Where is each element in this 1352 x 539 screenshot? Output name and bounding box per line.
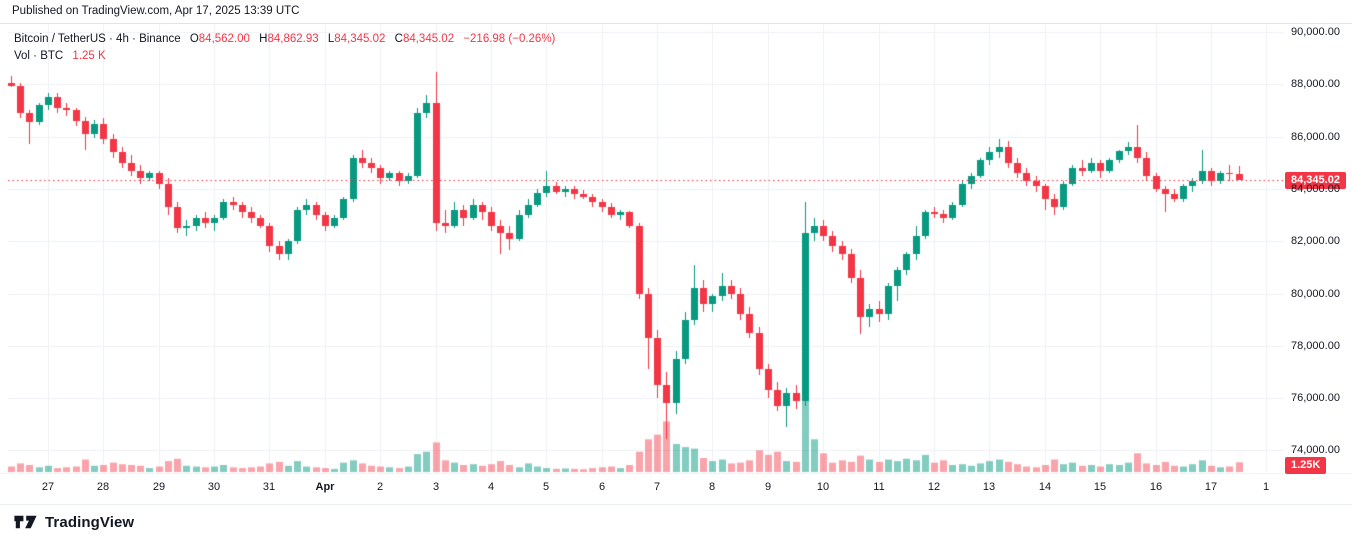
chart-legend: Bitcoin / TetherUS · 4h · Binance O84,56… bbox=[14, 31, 555, 65]
legend-row-symbol: Bitcoin / TetherUS · 4h · Binance O84,56… bbox=[14, 31, 555, 48]
time-axis-label: 16 bbox=[1149, 481, 1163, 493]
time-axis-label: 14 bbox=[1038, 481, 1052, 493]
open-value: 84,562.00 bbox=[198, 33, 250, 45]
tradingview-brand-text[interactable]: TradingView bbox=[45, 513, 135, 531]
legend-row-volume: Vol · BTC 1.25 K bbox=[14, 48, 555, 65]
close-label: C bbox=[394, 33, 403, 45]
price-axis-label: 74,000.00 bbox=[1291, 444, 1340, 456]
publish-header: Published on TradingView.com, Apr 17, 20… bbox=[0, 0, 1352, 24]
time-axis-label: 10 bbox=[816, 481, 830, 493]
low-value: 84,345.02 bbox=[334, 33, 386, 45]
time-axis-label: 3 bbox=[432, 481, 440, 493]
high-value: 84,862.93 bbox=[267, 33, 319, 45]
time-axis-label: 1 bbox=[1262, 481, 1270, 493]
price-axis-label: 86,000.00 bbox=[1291, 131, 1340, 143]
price-axis-label: 84,000.00 bbox=[1291, 183, 1340, 195]
published-line: Published on TradingView.com, Apr 17, 20… bbox=[12, 5, 300, 17]
time-axis-label: 29 bbox=[152, 481, 166, 493]
time-axis-label: 6 bbox=[598, 481, 606, 493]
price-axis-label: 80,000.00 bbox=[1291, 288, 1340, 300]
time-axis-label: 27 bbox=[41, 481, 55, 493]
footer-bar: TradingView bbox=[0, 504, 1352, 539]
price-axis-label: 90,000.00 bbox=[1291, 26, 1340, 38]
time-axis-label: 11 bbox=[873, 481, 885, 493]
symbol-title[interactable]: Bitcoin / TetherUS · 4h · Binance bbox=[14, 33, 181, 45]
time-axis-label: 13 bbox=[982, 481, 996, 493]
time-axis-label: Apr bbox=[315, 481, 335, 493]
time-axis-label: 4 bbox=[487, 481, 495, 493]
high-label: H bbox=[259, 33, 268, 45]
time-axis-label: 8 bbox=[708, 481, 716, 493]
volume-label[interactable]: Vol · BTC bbox=[14, 50, 64, 62]
time-axis-label: 12 bbox=[927, 481, 941, 493]
open-label: O bbox=[189, 33, 199, 45]
low-label: L bbox=[327, 33, 335, 45]
price-axis-label: 88,000.00 bbox=[1291, 78, 1340, 90]
time-axis-label: 28 bbox=[96, 481, 110, 493]
last-price-badge: 84,345.02 bbox=[1285, 172, 1346, 189]
time-axis-label: 31 bbox=[262, 481, 276, 493]
time-axis-label: 9 bbox=[764, 481, 772, 493]
tradingview-logo-icon bbox=[14, 515, 37, 529]
price-axis-label: 82,000.00 bbox=[1291, 235, 1340, 247]
time-axis-label: 2 bbox=[376, 481, 384, 493]
time-axis-label: 15 bbox=[1093, 481, 1107, 493]
last-volume-badge: 1.25K bbox=[1285, 457, 1327, 474]
price-axis-label: 76,000.00 bbox=[1291, 392, 1340, 404]
time-axis-label: 7 bbox=[653, 481, 661, 493]
volume-value: 1.25 K bbox=[72, 50, 106, 62]
price-axis-label: 78,000.00 bbox=[1291, 340, 1340, 352]
time-axis-label: 30 bbox=[207, 481, 221, 493]
close-value: 84,345.02 bbox=[402, 33, 455, 45]
time-axis-label: 17 bbox=[1204, 481, 1218, 493]
change-value: −216.98 (−0.26%) bbox=[463, 33, 556, 45]
time-axis-label: 5 bbox=[542, 481, 550, 493]
